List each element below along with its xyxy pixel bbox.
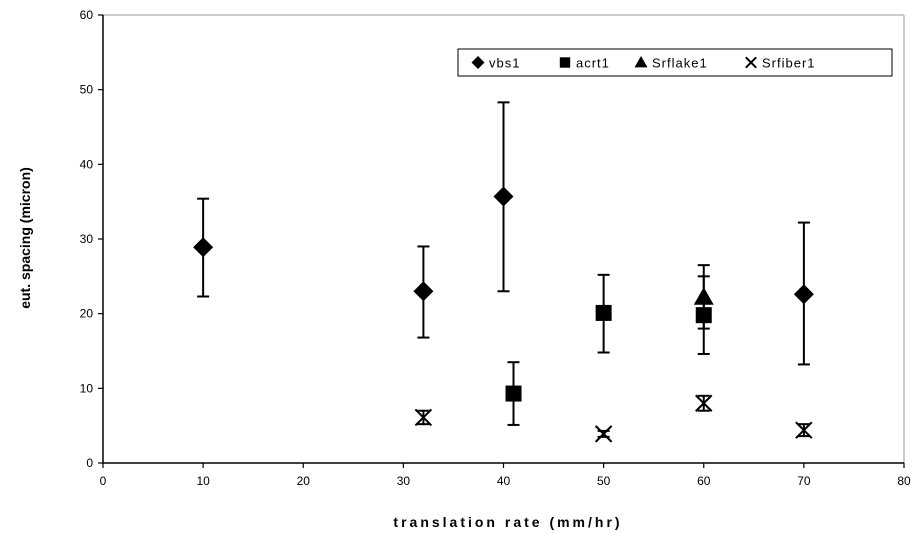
legend: vbs1 acrt1 Srflake1 Srfiber1: [457, 48, 893, 77]
x-tick-label: 30: [397, 474, 411, 488]
point-Srfiber1: [594, 425, 613, 443]
axes-layer: 0 10 20 30 40 50 60 0 10 20 30 40 50 60 70 80: [80, 8, 911, 488]
legend-box: [457, 48, 893, 77]
point-Srfiber1: [695, 394, 713, 412]
y-tick-label: 20: [80, 307, 94, 321]
point-Srfiber1: [795, 421, 813, 439]
legend-label-Srflake1: Srflake1: [652, 56, 708, 71]
point-vbs1: [413, 281, 434, 302]
y-tick-label: 0: [86, 456, 93, 470]
point-Srfiber1-stroke: [795, 421, 813, 439]
x-tick-label: 70: [797, 474, 811, 488]
legend-marker-vbs1: [471, 56, 485, 69]
y-tick-label: 30: [80, 232, 94, 246]
legend-label-vbs1: vbs1: [489, 56, 520, 71]
x-tick-label: 60: [697, 474, 711, 488]
point-Srflake1: [693, 287, 714, 305]
point-Srfiber1-stroke: [594, 425, 613, 443]
x-tick-label: 10: [196, 474, 210, 488]
x-tick-label: 20: [297, 474, 311, 488]
x-axis-title: translation rate (mm/hr): [393, 514, 622, 530]
point-Srfiber1-stroke: [414, 408, 433, 427]
point-Srfiber1: [414, 408, 433, 427]
markers-layer: [193, 186, 814, 443]
legend-marker-Srfiber1: [745, 56, 757, 69]
point-vbs1: [493, 186, 514, 207]
y-axis-title: eut. spacing (micron): [17, 167, 33, 309]
x-tick-label: 0: [100, 474, 107, 488]
legend-marker-acrt1: [559, 57, 571, 68]
y-tick-label: 10: [80, 381, 94, 395]
legend-marker-Srfiber1-stroke: [745, 56, 757, 69]
point-acrt1: [695, 307, 712, 324]
y-tick-label: 60: [80, 8, 94, 22]
point-acrt1: [505, 385, 522, 402]
x-tick-label: 50: [597, 474, 611, 488]
point-vbs1: [793, 284, 814, 305]
legend-label-Srfiber1: Srfiber1: [762, 56, 816, 71]
legend-label-acrt1: acrt1: [576, 56, 610, 71]
point-vbs1: [193, 237, 214, 258]
point-acrt1: [595, 304, 612, 321]
legend-marker-Srflake1: [634, 56, 648, 68]
y-tick-label: 50: [80, 83, 94, 97]
error-bars-layer: [197, 101, 810, 438]
y-tick-label: 40: [80, 157, 94, 171]
x-tick-label: 80: [897, 474, 911, 488]
x-tick-label: 40: [497, 474, 511, 488]
point-Srfiber1-stroke: [695, 394, 713, 412]
